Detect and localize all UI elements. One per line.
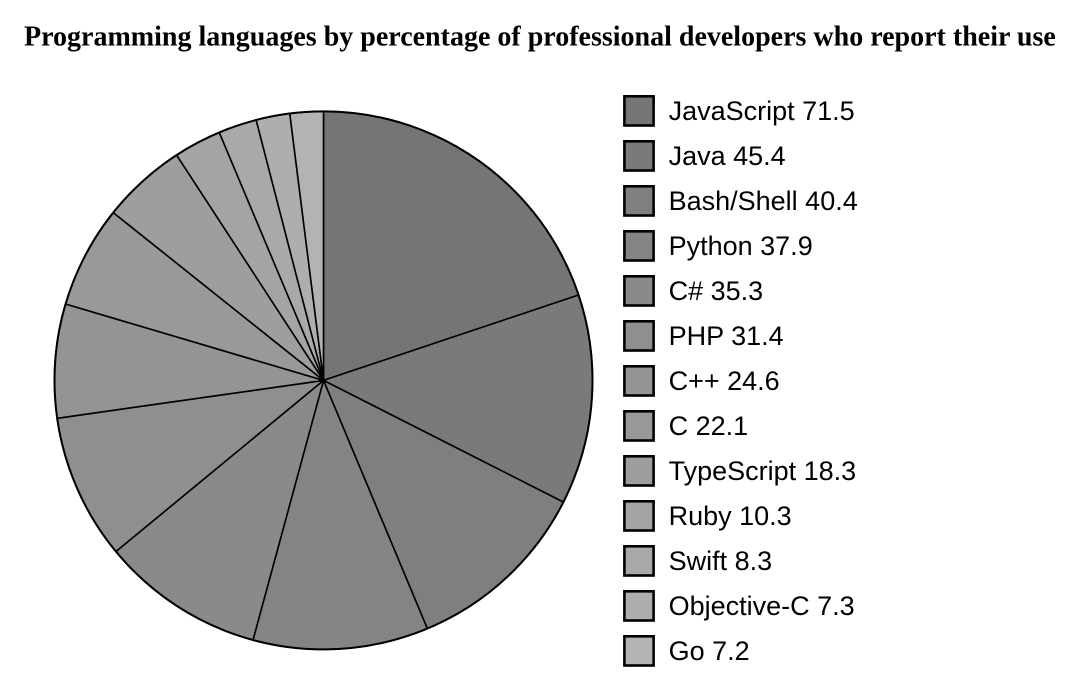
svg-text:Programming languages by perce: Programming languages by percentage of p… xyxy=(24,22,1056,53)
svg-text:Objective-C 7.3: Objective-C 7.3 xyxy=(669,591,855,621)
svg-text:Swift 8.3: Swift 8.3 xyxy=(669,546,773,576)
svg-text:Java 45.4: Java 45.4 xyxy=(669,141,786,171)
svg-text:Go 7.2: Go 7.2 xyxy=(669,636,750,666)
svg-text:Ruby 10.3: Ruby 10.3 xyxy=(669,501,792,531)
svg-text:Bash/Shell 40.4: Bash/Shell 40.4 xyxy=(669,186,858,216)
svg-text:C++ 24.6: C++ 24.6 xyxy=(669,366,780,396)
svg-text:C 22.1: C 22.1 xyxy=(669,411,749,441)
svg-text:Python 37.9: Python 37.9 xyxy=(669,231,813,261)
svg-text:C# 35.3: C# 35.3 xyxy=(669,276,764,306)
svg-text:TypeScript 18.3: TypeScript 18.3 xyxy=(669,456,857,486)
svg-text:JavaScript 71.5: JavaScript 71.5 xyxy=(669,96,855,126)
svg-text:PHP 31.4: PHP 31.4 xyxy=(669,321,784,351)
